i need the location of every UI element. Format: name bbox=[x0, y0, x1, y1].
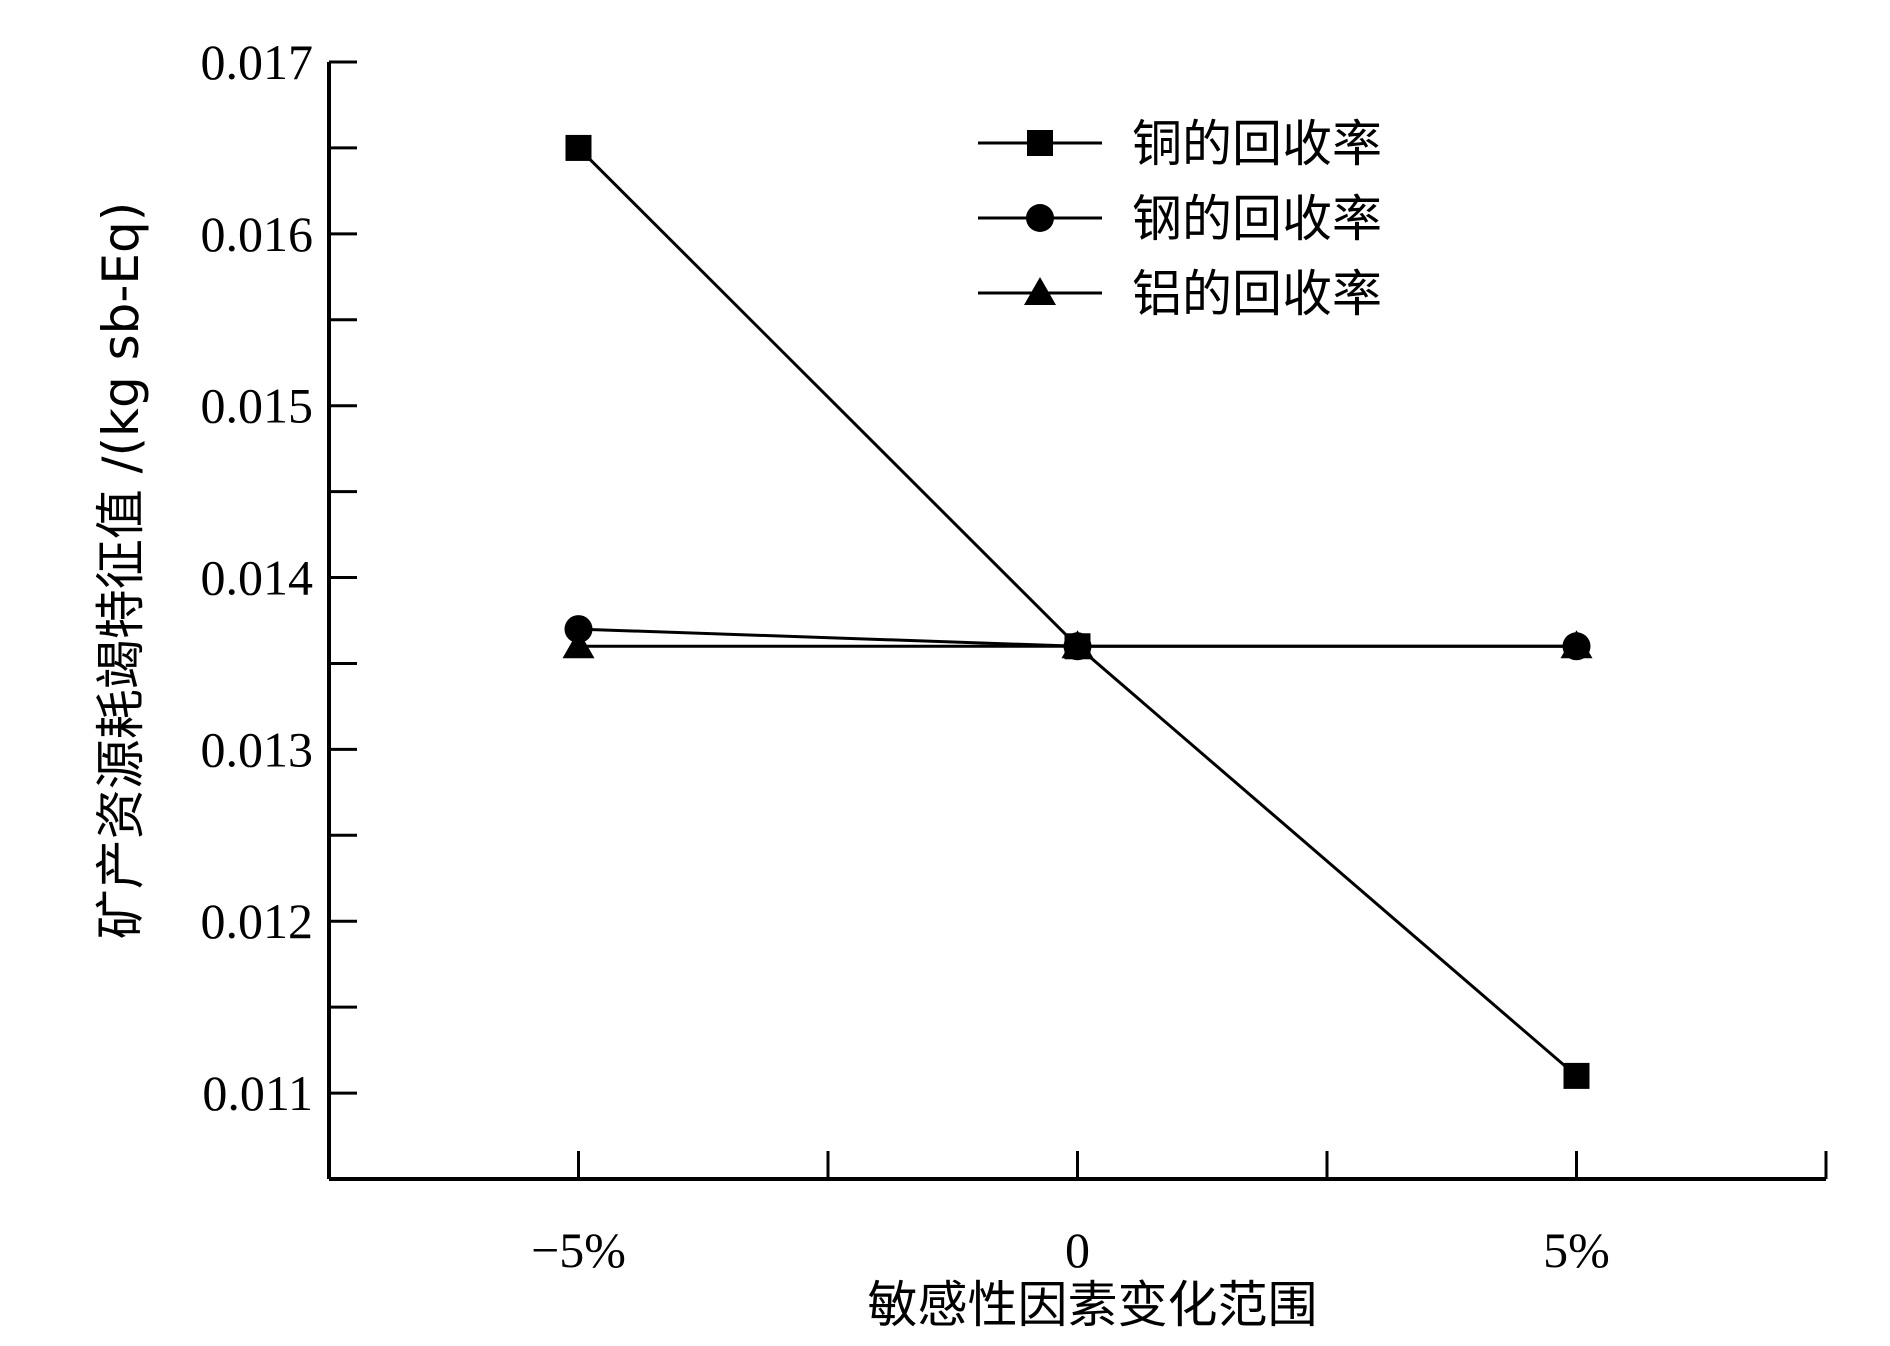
data-point-series-1 bbox=[1563, 1062, 1590, 1089]
series-markers bbox=[562, 134, 1593, 1089]
x-axis-label: 敏感性因素变化范围 bbox=[868, 1276, 1318, 1334]
legend-marker bbox=[1024, 277, 1056, 305]
data-point-series-3 bbox=[562, 630, 595, 659]
series-line-1 bbox=[577, 146, 1578, 1078]
series-lines bbox=[577, 146, 1578, 1078]
y-tick-label: 0.016 bbox=[201, 206, 314, 262]
legend-marker bbox=[1026, 204, 1054, 232]
axes bbox=[327, 62, 1826, 1181]
ticks: 0.011 0.012 0.013 0.014 0.015 0.016 0.017 −5% 0 5… bbox=[201, 34, 1828, 1278]
y-tick-label: 0.011 bbox=[202, 1065, 313, 1121]
legend-label: 钢的回收率 bbox=[1132, 190, 1382, 248]
legend-marker bbox=[1027, 130, 1053, 156]
data-point-series-3 bbox=[1560, 630, 1593, 659]
y-tick-label: 0.014 bbox=[201, 550, 314, 606]
legend-label: 铜的回收率 bbox=[1132, 115, 1382, 173]
x-tick-label: 5% bbox=[1543, 1222, 1610, 1278]
x-tick-label: −5% bbox=[531, 1222, 626, 1278]
y-tick-label: 0.015 bbox=[201, 378, 314, 434]
legend-label: 铝的回收率 bbox=[1132, 265, 1382, 323]
data-point-series-2 bbox=[564, 615, 593, 644]
y-tick-label: 0.013 bbox=[201, 721, 314, 777]
data-point-series-1 bbox=[565, 134, 592, 161]
y-axis-label: 矿产资源耗竭特征值 /(kg sb-Eq) bbox=[92, 202, 150, 940]
x-tick-label: 0 bbox=[1065, 1222, 1090, 1278]
y-tick-label: 0.012 bbox=[201, 893, 314, 949]
data-point-series-3 bbox=[1061, 630, 1094, 659]
y-tick-label: 0.017 bbox=[201, 34, 314, 90]
